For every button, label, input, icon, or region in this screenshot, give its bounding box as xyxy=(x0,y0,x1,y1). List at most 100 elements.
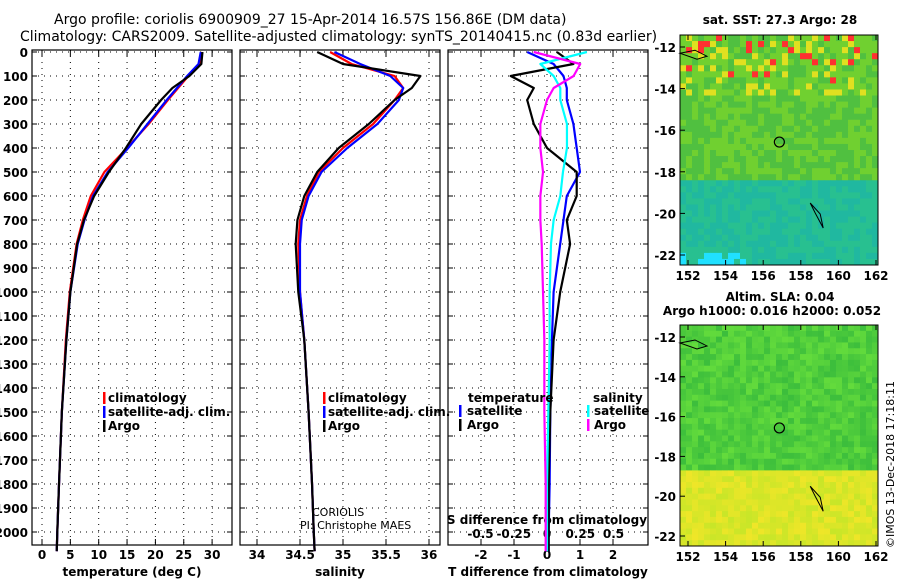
map-cell xyxy=(854,228,861,236)
map-cell xyxy=(746,458,753,466)
map-cell xyxy=(758,406,765,413)
map-cell xyxy=(818,325,825,332)
map-cell xyxy=(758,246,765,254)
map-cell xyxy=(794,156,801,163)
map-cell xyxy=(836,354,843,361)
map-cell xyxy=(860,210,867,218)
map-cell xyxy=(728,47,735,54)
map-cell xyxy=(842,388,849,396)
map-cell xyxy=(698,95,705,103)
map-cell xyxy=(782,435,789,442)
map-cell xyxy=(758,143,765,151)
map-cell xyxy=(806,348,813,355)
map-cell xyxy=(830,150,837,157)
map-cell xyxy=(872,464,879,471)
map-cell xyxy=(824,240,831,248)
map-cell xyxy=(860,143,867,151)
map-cell xyxy=(698,252,705,260)
map-cell xyxy=(752,383,759,390)
map-cell xyxy=(860,348,867,355)
map-cell xyxy=(764,505,771,512)
map-cell xyxy=(824,505,831,512)
map-cell xyxy=(764,143,771,151)
map-cell xyxy=(866,354,873,361)
map-cell xyxy=(770,330,777,338)
map-cell xyxy=(836,113,843,121)
map-cell xyxy=(848,71,855,78)
map-cell xyxy=(770,522,777,530)
map-cell xyxy=(716,435,723,442)
map-cell xyxy=(764,377,771,384)
map-cell xyxy=(812,359,819,367)
map-cell xyxy=(860,228,867,236)
map-cell xyxy=(800,137,807,145)
map-cell xyxy=(764,429,771,436)
map-cell xyxy=(854,216,861,224)
map-cell xyxy=(746,156,753,163)
map-cell xyxy=(794,53,801,60)
map-cell xyxy=(716,383,723,390)
map-cell xyxy=(728,342,735,349)
map-cell xyxy=(872,429,879,436)
map-cell xyxy=(728,53,735,60)
map-cell xyxy=(758,101,765,109)
map-cell xyxy=(782,65,789,72)
map-cell xyxy=(788,406,795,413)
map-cell xyxy=(854,65,861,72)
depth-tick-label: 900 xyxy=(3,262,28,276)
map-cell xyxy=(788,423,795,431)
map-cell xyxy=(704,418,711,425)
map-cell xyxy=(698,540,705,547)
map-cell xyxy=(692,234,699,242)
map-cell xyxy=(746,35,753,42)
map-cell xyxy=(854,342,861,349)
map-cell xyxy=(734,470,741,477)
map-cell xyxy=(788,511,795,518)
map-cell xyxy=(770,470,777,477)
map-cell xyxy=(740,101,747,109)
map-cell xyxy=(734,125,741,133)
map-cell xyxy=(722,113,729,121)
map-cell xyxy=(800,377,807,384)
map-cell xyxy=(758,400,765,407)
map-cell xyxy=(788,41,795,48)
map-cell xyxy=(722,470,729,477)
map-cell xyxy=(722,429,729,436)
map-cell xyxy=(680,234,687,242)
map-cell xyxy=(680,150,687,157)
map-cell xyxy=(806,95,813,103)
map-cell xyxy=(740,107,747,115)
map-cell xyxy=(788,240,795,248)
map-cell xyxy=(860,246,867,254)
map-cell xyxy=(842,125,849,133)
map-cell xyxy=(824,150,831,157)
map-cell xyxy=(854,511,861,518)
map-cell xyxy=(764,458,771,466)
map-cell xyxy=(854,394,861,402)
map-cell xyxy=(788,47,795,54)
map-cell xyxy=(740,482,747,489)
map-cell xyxy=(752,162,759,169)
map-cell xyxy=(776,534,783,541)
map-cell xyxy=(794,137,801,145)
map-cell xyxy=(716,394,723,402)
map-cell xyxy=(794,216,801,224)
map-cell xyxy=(782,429,789,436)
map-cell xyxy=(716,35,723,42)
map-cell xyxy=(686,137,693,145)
map-cell xyxy=(794,412,801,419)
map-cell xyxy=(734,476,741,483)
map-cell xyxy=(692,354,699,361)
map-cell xyxy=(692,516,699,524)
x-tick-label: 0 xyxy=(38,548,46,562)
map-cell xyxy=(818,516,825,524)
map-cell xyxy=(692,452,699,460)
map-cell xyxy=(740,476,747,483)
map-cell xyxy=(794,522,801,530)
map-cell xyxy=(692,522,699,530)
map-cell xyxy=(752,204,759,212)
map-cell xyxy=(764,113,771,121)
map-cell xyxy=(728,371,735,378)
map-cell xyxy=(728,418,735,425)
map-cell xyxy=(764,441,771,448)
